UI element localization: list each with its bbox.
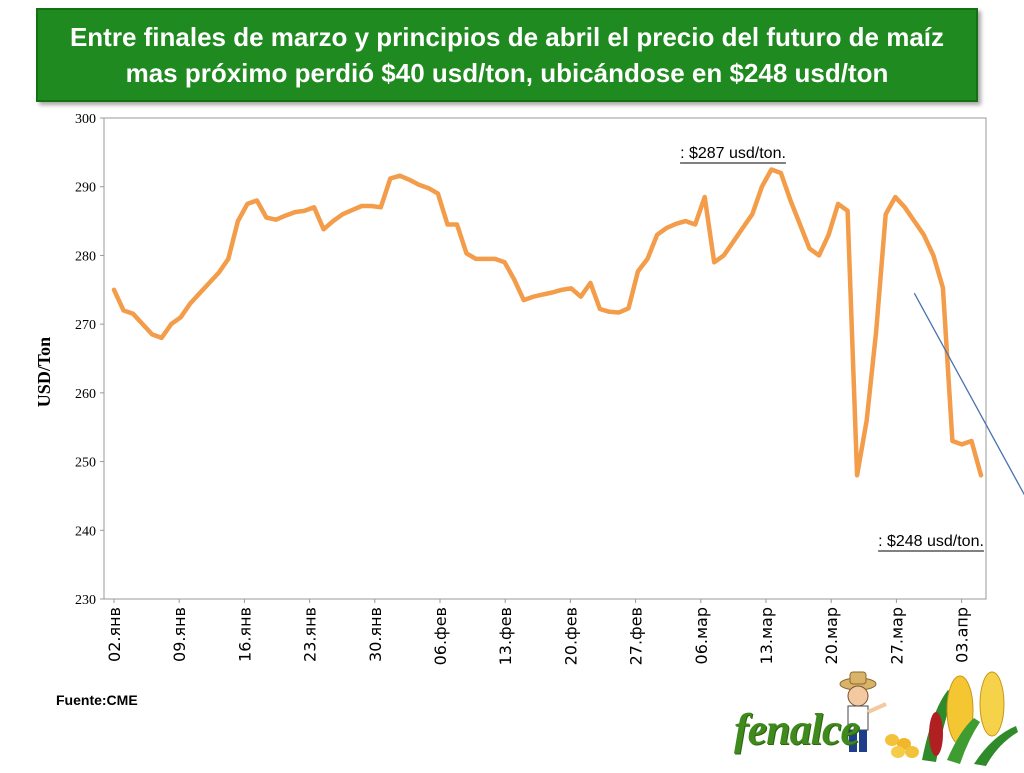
y-tick-label: 290 <box>75 181 96 196</box>
y-tick-label: 250 <box>75 456 96 471</box>
annotation-high: : $287 usd/ton. <box>680 145 786 162</box>
y-axis: 230 240 250 260 270 280 290 300 <box>75 112 104 608</box>
x-tick-label: 03.апр <box>953 607 972 663</box>
y-tick-label: 260 <box>75 387 96 402</box>
fenalce-logo: fenalce <box>722 660 1022 768</box>
y-tick-label: 270 <box>75 318 96 333</box>
x-tick-label: 06.фев <box>431 607 450 665</box>
annotation-low: : $248 usd/ton. <box>878 533 984 550</box>
x-tick-label: 06.мар <box>692 607 711 664</box>
y-tick-label: 280 <box>75 249 96 264</box>
corn-kernels-icon <box>885 734 919 758</box>
x-tick-label: 20.мар <box>822 607 841 664</box>
source-note: Fuente:CME <box>56 692 138 708</box>
y-tick-label: 300 <box>75 112 96 127</box>
x-axis: 02.янв 09.янв 16.янв 23.янв 30.янв 06.фев 13.ф… <box>105 599 972 665</box>
y-tick-label: 240 <box>75 524 96 539</box>
x-tick-label: 20.фев <box>561 607 580 665</box>
x-tick-label: 02.янв <box>105 607 124 662</box>
x-tick-label: 27.фев <box>627 607 646 665</box>
x-tick-label: 13.мар <box>757 607 776 664</box>
logo-text: fenalce <box>734 704 859 755</box>
x-tick-label: 09.янв <box>170 607 189 662</box>
x-tick-label: 23.янв <box>301 607 320 662</box>
x-tick-label: 27.мар <box>887 607 906 664</box>
y-tick-label: 230 <box>75 593 96 608</box>
x-tick-label: 16.янв <box>235 607 254 662</box>
corn-cob-icon <box>922 672 1018 766</box>
x-tick-label: 30.янв <box>366 607 385 662</box>
y-axis-label: USD/Ton <box>34 337 54 407</box>
x-tick-label: 13.фев <box>496 607 515 665</box>
